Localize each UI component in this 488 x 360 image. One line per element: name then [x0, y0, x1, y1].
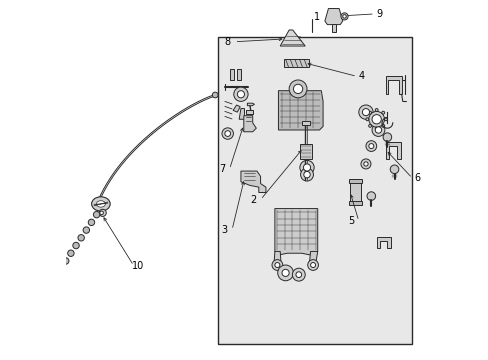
Circle shape: [371, 123, 384, 136]
Bar: [349, 181, 360, 203]
Circle shape: [365, 118, 368, 121]
Circle shape: [62, 258, 69, 264]
Polygon shape: [299, 144, 311, 158]
Polygon shape: [239, 109, 244, 119]
Circle shape: [93, 211, 100, 218]
Polygon shape: [324, 9, 342, 24]
Circle shape: [233, 87, 247, 102]
Circle shape: [277, 265, 293, 281]
Bar: [217, 37, 411, 344]
Bar: [348, 179, 361, 183]
Bar: [236, 69, 241, 80]
Polygon shape: [241, 171, 265, 193]
Polygon shape: [244, 116, 256, 132]
Circle shape: [73, 242, 79, 249]
Circle shape: [222, 128, 233, 139]
Circle shape: [83, 227, 89, 233]
Circle shape: [365, 141, 376, 152]
Circle shape: [295, 272, 301, 278]
Bar: [348, 202, 361, 205]
Circle shape: [293, 84, 302, 94]
Bar: [246, 110, 253, 114]
Circle shape: [374, 127, 381, 133]
Circle shape: [368, 144, 373, 149]
Ellipse shape: [91, 197, 110, 211]
Circle shape: [274, 262, 279, 267]
Polygon shape: [274, 251, 281, 262]
Circle shape: [362, 109, 369, 116]
Polygon shape: [385, 143, 400, 158]
Circle shape: [88, 219, 95, 226]
Polygon shape: [274, 208, 317, 255]
Text: 7: 7: [219, 164, 225, 174]
Circle shape: [67, 250, 74, 256]
Circle shape: [299, 160, 313, 175]
Circle shape: [374, 127, 377, 130]
Circle shape: [342, 15, 346, 18]
Polygon shape: [233, 105, 240, 112]
Circle shape: [340, 13, 347, 20]
Circle shape: [384, 118, 386, 121]
Polygon shape: [278, 91, 323, 130]
Ellipse shape: [96, 201, 105, 207]
Polygon shape: [283, 59, 308, 67]
Circle shape: [292, 268, 305, 281]
Circle shape: [382, 133, 391, 141]
Polygon shape: [385, 76, 401, 94]
Circle shape: [363, 162, 367, 166]
Circle shape: [371, 114, 381, 124]
Circle shape: [237, 91, 244, 98]
Text: 8: 8: [224, 37, 230, 47]
Bar: [331, 24, 335, 32]
Text: 1: 1: [313, 13, 320, 22]
Polygon shape: [302, 121, 309, 125]
Circle shape: [366, 192, 375, 201]
Circle shape: [212, 92, 218, 98]
Text: 5: 5: [347, 216, 354, 226]
Circle shape: [360, 159, 370, 169]
Circle shape: [271, 260, 282, 270]
Text: 4: 4: [358, 71, 364, 81]
Circle shape: [368, 125, 371, 127]
Text: 10: 10: [132, 261, 144, 271]
Circle shape: [303, 164, 310, 171]
Circle shape: [99, 209, 106, 216]
Circle shape: [368, 111, 384, 127]
Text: 6: 6: [413, 173, 420, 183]
Polygon shape: [247, 103, 254, 106]
Circle shape: [282, 269, 288, 276]
Circle shape: [303, 171, 309, 178]
Text: 2: 2: [249, 195, 256, 204]
Circle shape: [300, 168, 313, 181]
Polygon shape: [309, 251, 317, 262]
Circle shape: [288, 80, 306, 98]
Circle shape: [100, 211, 103, 215]
Bar: [230, 69, 234, 80]
Circle shape: [381, 125, 384, 127]
Text: 3: 3: [221, 225, 227, 235]
Circle shape: [224, 131, 230, 136]
Polygon shape: [376, 237, 390, 248]
Polygon shape: [280, 30, 305, 46]
Circle shape: [368, 111, 371, 114]
Circle shape: [78, 235, 84, 241]
Circle shape: [389, 165, 398, 174]
Circle shape: [374, 109, 377, 111]
Circle shape: [307, 260, 318, 270]
Text: 9: 9: [376, 9, 382, 19]
Circle shape: [310, 262, 315, 267]
Circle shape: [358, 105, 372, 119]
Circle shape: [381, 111, 384, 114]
